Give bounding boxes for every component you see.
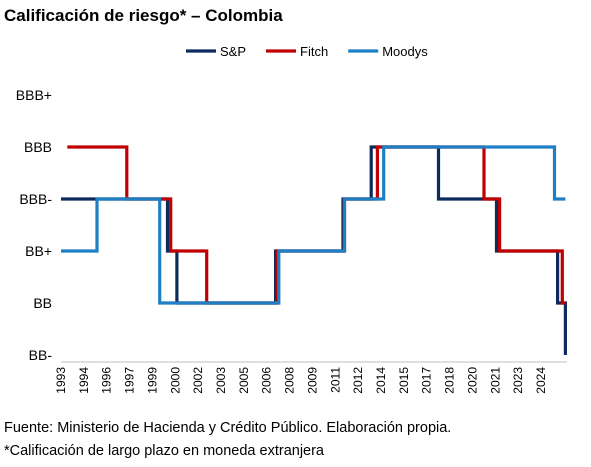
y-tick-bbb: BBB- bbox=[19, 191, 52, 207]
x-tick-2021: 2021 bbox=[488, 367, 502, 394]
rating-note: *Calificación de largo plazo en moneda e… bbox=[4, 443, 324, 459]
legend-label-fitch: Fitch bbox=[300, 44, 328, 59]
y-axis: BB- BB BB+ BBB- BBB BBB+ bbox=[16, 87, 53, 363]
x-tick-1993: 1993 bbox=[54, 367, 68, 394]
x-tick-2009: 2009 bbox=[305, 367, 319, 394]
x-tick-2023: 2023 bbox=[511, 367, 525, 394]
x-tick-1996: 1996 bbox=[100, 367, 114, 394]
x-tick-2000: 2000 bbox=[168, 367, 182, 394]
source-note: Fuente: Ministerio de Hacienda y Crédito… bbox=[4, 420, 452, 436]
series-line-moodys bbox=[61, 145, 566, 305]
y-tick-bb: BB- bbox=[29, 347, 53, 363]
x-tick-2020: 2020 bbox=[465, 367, 479, 394]
x-tick-1997: 1997 bbox=[123, 367, 137, 394]
x-tick-1994: 1994 bbox=[77, 367, 91, 394]
x-tick-2014: 2014 bbox=[374, 367, 388, 394]
x-tick-2024: 2024 bbox=[534, 367, 548, 394]
x-tick-2017: 2017 bbox=[420, 367, 434, 394]
y-tick-bb: BB+ bbox=[25, 243, 52, 259]
chart-title: Calificación de riesgo* – Colombia bbox=[4, 6, 283, 25]
plot-area bbox=[61, 145, 567, 355]
x-tick-2003: 2003 bbox=[214, 367, 228, 394]
x-tick-2018: 2018 bbox=[443, 367, 457, 394]
x-tick-2008: 2008 bbox=[283, 367, 297, 394]
legend: S&P Fitch Moodys bbox=[186, 44, 428, 59]
x-tick-2015: 2015 bbox=[397, 367, 411, 394]
x-tick-1999: 1999 bbox=[145, 367, 159, 394]
y-tick-bbb: BBB+ bbox=[16, 87, 52, 103]
x-axis: 1993 1994 1996 1997 1999 2000 2002 2003 2005 2006… bbox=[54, 361, 567, 394]
x-tick-2011: 2011 bbox=[328, 367, 342, 393]
series-line-fitch bbox=[67, 145, 566, 305]
x-tick-2006: 2006 bbox=[260, 367, 274, 394]
x-tick-2005: 2005 bbox=[237, 367, 251, 394]
y-tick-bb: BB bbox=[33, 295, 52, 311]
legend-label-moodys: Moodys bbox=[382, 44, 428, 59]
y-tick-bbb: BBB bbox=[24, 139, 52, 155]
x-tick-2002: 2002 bbox=[191, 367, 205, 394]
x-tick-2012: 2012 bbox=[351, 367, 365, 394]
legend-label-sandp: S&P bbox=[220, 44, 246, 59]
